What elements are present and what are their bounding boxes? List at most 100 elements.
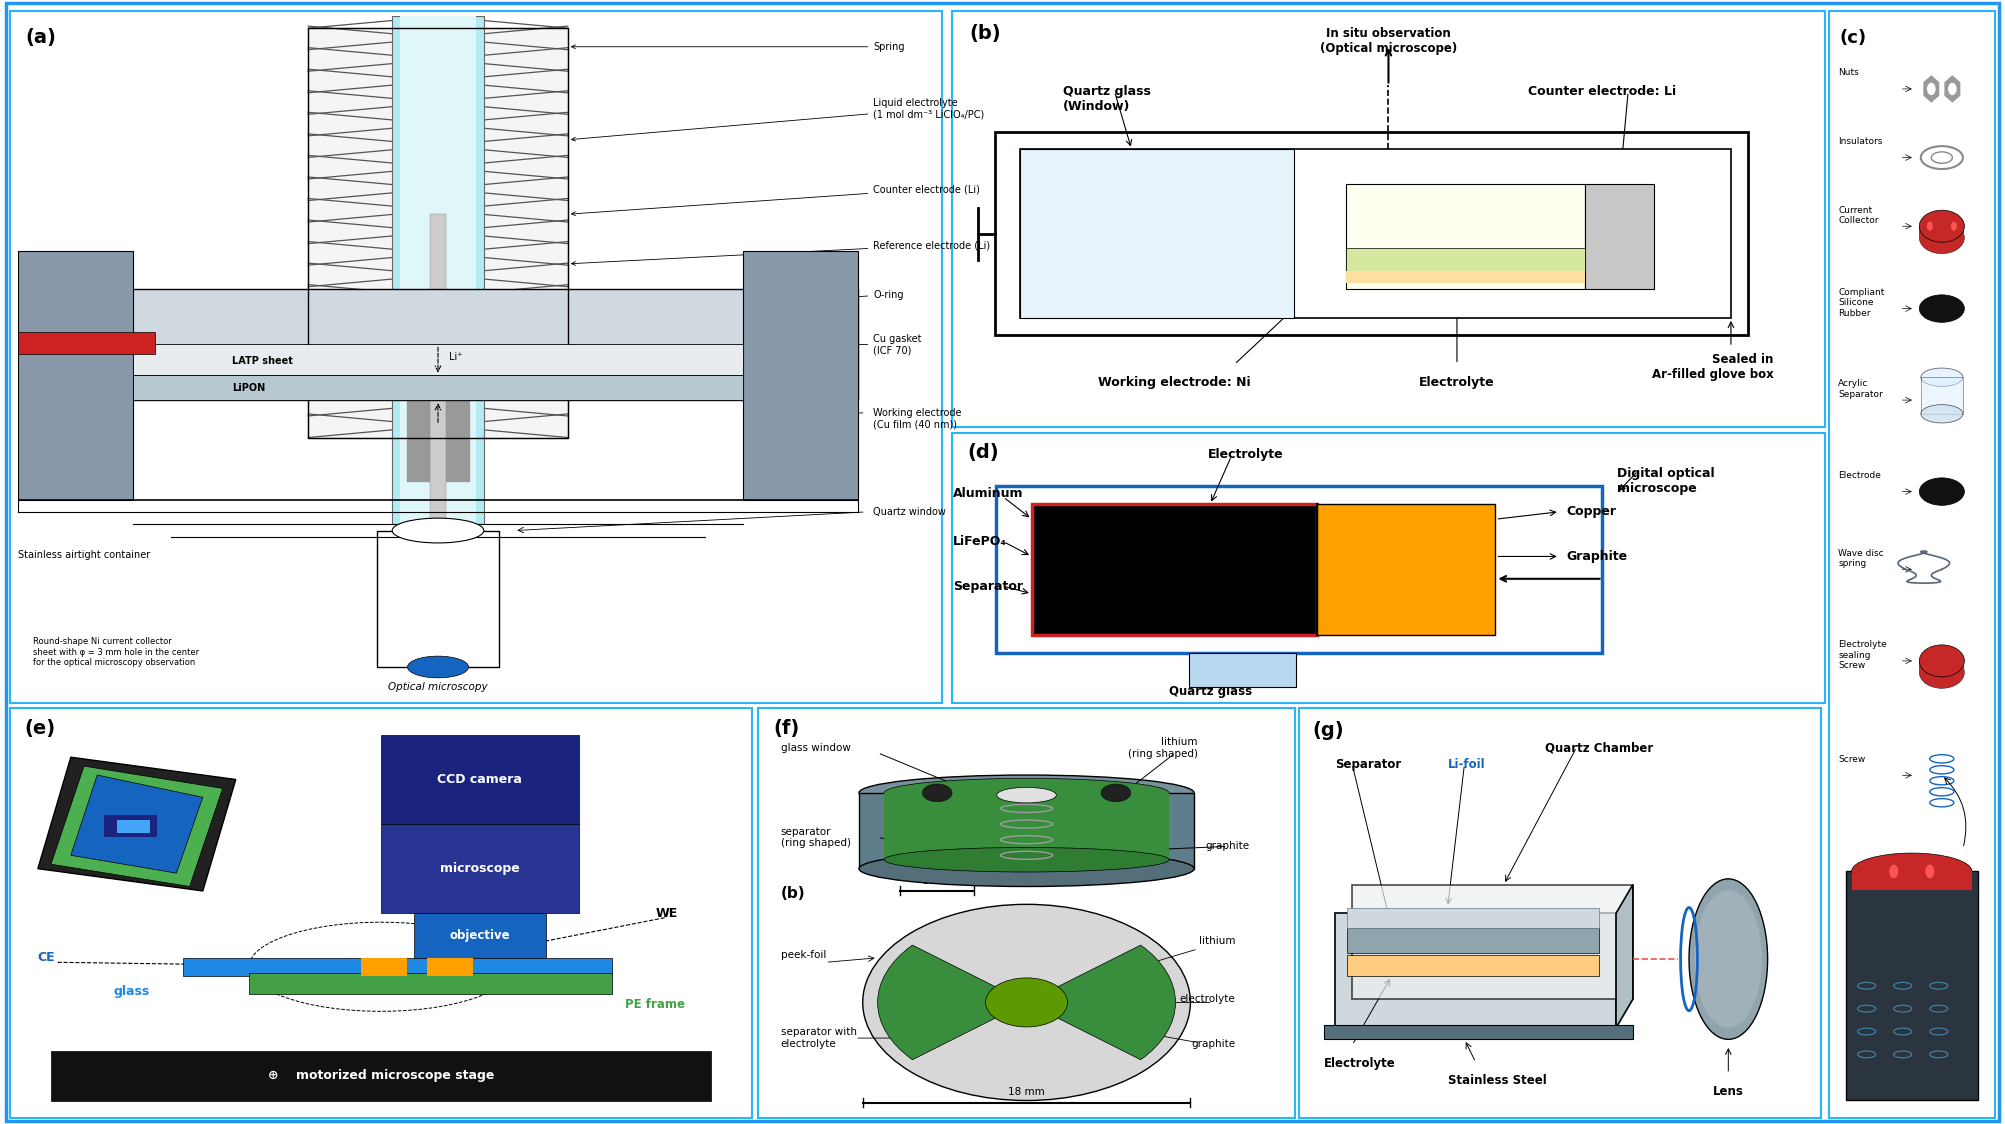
Bar (381, 824, 579, 913)
Text: Wave disc
spring: Wave disc spring (1839, 549, 1885, 569)
Text: Cu gasket
(ICF 70): Cu gasket (ICF 70) (754, 334, 922, 355)
Circle shape (1949, 83, 1957, 94)
Circle shape (1101, 783, 1131, 801)
Text: (c): (c) (1841, 29, 1867, 47)
Text: Electrode: Electrode (1839, 471, 1881, 480)
Bar (758, 708, 1295, 1118)
Bar (1853, 871, 1971, 890)
Text: Digital optical
microscope: Digital optical microscope (1616, 468, 1714, 495)
Text: Quartz Chamber: Quartz Chamber (1546, 742, 1654, 754)
Bar (132, 344, 744, 375)
Circle shape (1951, 221, 1957, 230)
Text: (e): (e) (24, 719, 56, 738)
Bar (182, 958, 612, 976)
Bar (1021, 149, 1295, 318)
Ellipse shape (1931, 152, 1953, 163)
Polygon shape (1335, 913, 1616, 1027)
Bar (18, 332, 156, 354)
Bar (427, 958, 473, 976)
Text: Counter electrode (Li): Counter electrode (Li) (571, 184, 980, 216)
Bar (381, 735, 579, 824)
Polygon shape (1351, 885, 1632, 999)
Bar (1829, 11, 1995, 1118)
Text: LiPON: LiPON (233, 383, 265, 393)
Text: LATP sheet: LATP sheet (233, 355, 293, 365)
Bar (1919, 661, 1965, 672)
Bar (399, 16, 477, 524)
Text: electrolyte: electrolyte (1179, 995, 1235, 1005)
Bar (249, 973, 612, 994)
Bar (1345, 272, 1586, 283)
Bar (56, 289, 858, 400)
Bar (1921, 378, 1963, 414)
Bar (1323, 1025, 1632, 1040)
Text: Liquid electrolyte
(1 mol dm⁻³ LiClO₄/PC): Liquid electrolyte (1 mol dm⁻³ LiClO₄/PC… (571, 98, 984, 142)
Bar (744, 252, 858, 499)
Ellipse shape (1919, 221, 1965, 254)
Ellipse shape (884, 779, 1169, 807)
Bar (361, 958, 407, 976)
Bar (393, 16, 483, 524)
Text: Working electrode: Ni: Working electrode: Ni (1099, 377, 1251, 389)
Bar (1345, 248, 1586, 272)
Bar (952, 433, 1825, 702)
Bar (994, 132, 1748, 335)
Text: CCD camera: CCD camera (437, 773, 523, 786)
Bar (1845, 871, 1977, 1100)
Text: Working electrode
(Cu film (40 nm)): Working electrode (Cu film (40 nm)) (874, 408, 962, 429)
Ellipse shape (858, 851, 1195, 887)
Bar (309, 28, 567, 437)
Ellipse shape (1921, 368, 1963, 387)
Circle shape (1927, 83, 1935, 94)
Text: Sealed in
Ar-filled glove box: Sealed in Ar-filled glove box (1652, 353, 1774, 381)
Bar (10, 11, 942, 702)
Text: Electrolyte: Electrolyte (1323, 1057, 1395, 1070)
Text: Counter electrode: Li: Counter electrode: Li (1528, 85, 1676, 99)
Circle shape (1927, 221, 1933, 230)
Text: Spring: Spring (571, 42, 904, 52)
Circle shape (986, 978, 1067, 1027)
Text: (d): (d) (968, 443, 998, 462)
Text: Nuts: Nuts (1839, 69, 1859, 78)
Text: lithium
(ring shaped): lithium (ring shaped) (1129, 737, 1197, 759)
Text: WE: WE (656, 907, 678, 919)
Text: CE: CE (38, 951, 56, 964)
Text: Current
Collector: Current Collector (1839, 206, 1879, 225)
Polygon shape (70, 776, 203, 873)
Bar (1919, 226, 1965, 237)
Circle shape (862, 905, 1191, 1100)
Text: PE frame: PE frame (626, 998, 686, 1010)
Text: lithium: lithium (1199, 936, 1235, 946)
Text: glass: glass (114, 985, 150, 998)
Text: Insulators: Insulators (1839, 137, 1883, 146)
Bar (1347, 954, 1600, 977)
Text: O-ring: O-ring (571, 290, 904, 315)
Text: Reference electrode (Li): Reference electrode (Li) (571, 241, 990, 265)
Text: peek-foil: peek-foil (780, 950, 826, 960)
Text: Li-foil: Li-foil (1448, 759, 1486, 771)
Text: Lens: Lens (1712, 1086, 1744, 1098)
Text: 18 mm: 18 mm (1009, 1087, 1045, 1097)
Ellipse shape (1919, 210, 1965, 243)
Text: Electrolyte
sealing
Screw: Electrolyte sealing Screw (1839, 641, 1887, 670)
Bar (1033, 505, 1317, 635)
Bar (1345, 184, 1586, 289)
Bar (10, 708, 752, 1118)
Ellipse shape (393, 518, 483, 543)
Bar (132, 375, 744, 400)
Ellipse shape (1919, 656, 1965, 688)
Text: (b): (b) (968, 25, 1000, 44)
Polygon shape (50, 767, 223, 887)
Polygon shape (1616, 885, 1632, 1027)
Bar (50, 1051, 712, 1100)
Text: Acrylic
Separator: Acrylic Separator (1839, 380, 1883, 399)
Ellipse shape (884, 847, 1169, 872)
Bar (952, 11, 1825, 427)
Bar (1299, 708, 1821, 1118)
Text: Stainless Steel: Stainless Steel (1448, 1073, 1546, 1087)
Ellipse shape (1919, 478, 1965, 506)
Text: Stainless airtight container: Stainless airtight container (18, 551, 150, 561)
Bar (413, 913, 545, 958)
Text: Graphite: Graphite (1566, 550, 1628, 563)
Text: separator with
electrolyte: separator with electrolyte (780, 1027, 856, 1049)
